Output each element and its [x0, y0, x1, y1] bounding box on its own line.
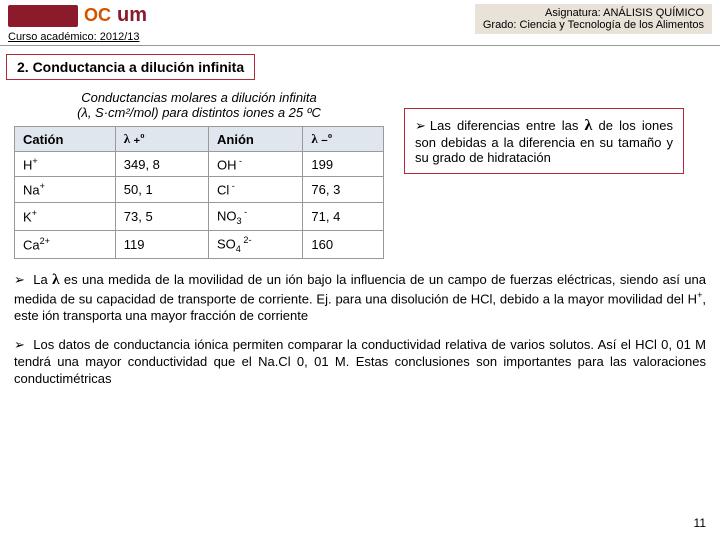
- asignatura-label: Asignatura: ANÁLISIS QUÍMICO: [483, 7, 704, 19]
- para2-text: Los datos de conductancia iónica permite…: [14, 337, 706, 386]
- lambda-plus-cell: 119: [115, 230, 208, 258]
- col-anion: Anión: [209, 127, 303, 152]
- lambda-plus-cell: 50, 1: [115, 177, 208, 202]
- table-row: H+349, 8OH -199: [15, 152, 384, 177]
- anion-cell: NO3 -: [209, 202, 303, 230]
- lambda-minus-label: λ ₋º: [311, 131, 332, 146]
- anion-cell: OH -: [209, 152, 303, 177]
- table-caption: Conductancias molares a dilución infinit…: [14, 90, 384, 120]
- lambda-plus-label: λ ₊º: [124, 131, 145, 146]
- bullet-icon: ➢: [14, 272, 25, 287]
- section-title: 2. Conductancia a dilución infinita: [6, 54, 255, 80]
- cation-cell: Ca2+: [15, 230, 116, 258]
- anion-cell: SO4 2-: [209, 230, 303, 258]
- anion-cell: Cl -: [209, 177, 303, 202]
- paragraph-1: ➢ La λ es una medida de la movilidad de …: [14, 271, 706, 326]
- header-left-block: OC um Curso académico: 2012/13: [8, 4, 147, 43]
- table-row: Ca2+119SO4 2-160: [15, 230, 384, 258]
- bullet-icon: ➢: [415, 118, 426, 133]
- side-note-box: ➢Las diferencias entre las λ de los ione…: [404, 108, 684, 174]
- cation-cell: K+: [15, 202, 116, 230]
- lambda-minus-cell: 160: [303, 230, 384, 258]
- um-logo-icon: um: [117, 4, 147, 27]
- bullet-icon: ➢: [14, 337, 25, 352]
- lambda-minus-cell: 76, 3: [303, 177, 384, 202]
- paragraph-2: ➢ Los datos de conductancia iónica permi…: [14, 337, 706, 388]
- table-row: Na+50, 1Cl -76, 3: [15, 177, 384, 202]
- content-area: Conductancias molares a dilución infinit…: [0, 90, 720, 388]
- lambda-plus-cell: 349, 8: [115, 152, 208, 177]
- ocw-logo-icon: OC: [84, 5, 111, 26]
- header-right-block: Asignatura: ANÁLISIS QUÍMICO Grado: Cien…: [475, 4, 712, 34]
- grado-label: Grado: Ciencia y Tecnología de los Alime…: [483, 19, 704, 31]
- table-header-row: Catión λ ₊º Anión λ ₋º: [15, 127, 384, 152]
- logo-group: OC um: [8, 4, 147, 27]
- table-row: K+73, 5NO3 -71, 4: [15, 202, 384, 230]
- col-lambda-plus: λ ₊º: [115, 127, 208, 152]
- side-note-text: Las diferencias entre las λ de los iones…: [415, 118, 673, 165]
- curso-academico: Curso académico: 2012/13: [8, 31, 147, 43]
- curso-value: 2012/13: [100, 31, 140, 43]
- table-body: H+349, 8OH -199Na+50, 1Cl -76, 3K+73, 5N…: [15, 152, 384, 259]
- table-block: Conductancias molares a dilución infinit…: [14, 90, 384, 259]
- col-lambda-minus: λ ₋º: [303, 127, 384, 152]
- lambda-minus-cell: 199: [303, 152, 384, 177]
- lambda-minus-cell: 71, 4: [303, 202, 384, 230]
- page-number: 11: [694, 516, 706, 530]
- cation-cell: Na+: [15, 177, 116, 202]
- caption-line1: Conductancias molares a dilución infinit…: [81, 90, 317, 105]
- caption-line2: (λ, S·cm²/mol) para distintos iones a 25…: [77, 105, 321, 120]
- cation-cell: H+: [15, 152, 116, 177]
- conductance-table: Catión λ ₊º Anión λ ₋º H+349, 8OH -199Na…: [14, 126, 384, 259]
- col-cation: Catión: [15, 127, 116, 152]
- slide-header: OC um Curso académico: 2012/13 Asignatur…: [0, 0, 720, 46]
- university-logo-icon: [8, 5, 78, 27]
- curso-label: Curso académico:: [8, 31, 97, 43]
- table-and-note-row: Conductancias molares a dilución infinit…: [14, 90, 706, 259]
- lambda-plus-cell: 73, 5: [115, 202, 208, 230]
